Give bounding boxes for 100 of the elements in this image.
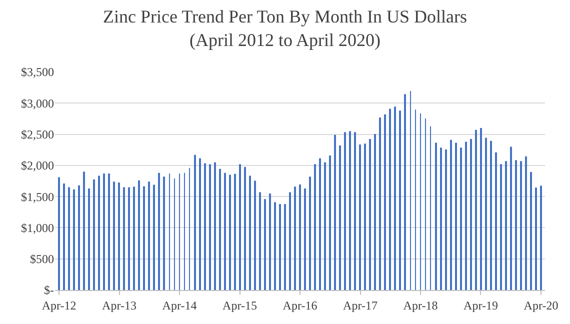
bar bbox=[249, 176, 251, 290]
bar bbox=[465, 142, 467, 290]
bar bbox=[229, 174, 231, 290]
bar bbox=[364, 144, 366, 290]
bar bbox=[329, 155, 331, 290]
bar bbox=[384, 114, 386, 290]
x-tick-label: Apr-20 bbox=[524, 298, 558, 312]
bar bbox=[219, 168, 221, 290]
bar bbox=[274, 202, 276, 290]
bar bbox=[500, 164, 502, 290]
y-tick-label: $500 bbox=[30, 252, 54, 266]
y-tick-label: $1,500 bbox=[21, 190, 54, 204]
bar bbox=[515, 160, 517, 290]
bar bbox=[440, 148, 442, 290]
bar bbox=[289, 192, 291, 290]
bar bbox=[209, 164, 211, 290]
bar bbox=[399, 110, 401, 290]
bar bbox=[404, 94, 406, 290]
bar bbox=[480, 128, 482, 290]
bar bbox=[324, 162, 326, 290]
bar bbox=[319, 158, 321, 290]
bar bbox=[224, 172, 226, 290]
x-tick-label: Apr-17 bbox=[343, 298, 378, 312]
bar bbox=[339, 146, 341, 290]
bar bbox=[78, 185, 80, 290]
bar bbox=[138, 180, 140, 290]
bar bbox=[349, 131, 351, 290]
bar bbox=[214, 162, 216, 290]
bar bbox=[163, 176, 165, 290]
bar bbox=[450, 140, 452, 290]
chart-title: Zinc Price Trend Per Ton By Month In US Dollars (April 2012 to April 2020) bbox=[103, 6, 467, 50]
bar bbox=[58, 177, 60, 290]
bar bbox=[118, 182, 120, 290]
bar bbox=[199, 158, 201, 290]
bar bbox=[475, 130, 477, 290]
bar bbox=[128, 187, 130, 290]
bar bbox=[194, 154, 196, 290]
x-tick-label: Apr-19 bbox=[464, 298, 498, 312]
bar bbox=[83, 172, 85, 290]
bar bbox=[63, 183, 65, 290]
bar bbox=[309, 176, 311, 290]
bar bbox=[234, 174, 236, 290]
bar bbox=[445, 150, 447, 290]
y-tick-label: $2,000 bbox=[21, 158, 54, 173]
bar bbox=[374, 134, 376, 290]
bar bbox=[153, 184, 155, 290]
bar bbox=[460, 148, 462, 290]
bar bbox=[113, 182, 115, 290]
bar bbox=[294, 186, 296, 290]
bar bbox=[530, 172, 532, 290]
y-tick-label: $- bbox=[44, 283, 54, 298]
bar bbox=[490, 140, 492, 290]
x-tick-label: Apr-16 bbox=[282, 298, 318, 312]
y-tick-label: $1,000 bbox=[21, 220, 54, 235]
x-tick-label: Apr-14 bbox=[162, 298, 197, 312]
bar bbox=[93, 179, 95, 290]
bar bbox=[540, 186, 542, 290]
bar bbox=[435, 142, 437, 290]
bar bbox=[279, 204, 281, 290]
x-tick-label: Apr-12 bbox=[42, 298, 76, 312]
bar bbox=[254, 180, 256, 290]
bar bbox=[389, 108, 391, 290]
x-tick-label: Apr-15 bbox=[222, 298, 257, 312]
x-tick-label: Apr-18 bbox=[403, 298, 438, 312]
y-tick-label: $2,500 bbox=[21, 127, 54, 142]
bar bbox=[269, 193, 271, 290]
bar bbox=[369, 138, 371, 290]
bar bbox=[143, 186, 145, 290]
bar bbox=[334, 134, 336, 290]
bar bbox=[98, 176, 100, 290]
bar bbox=[264, 199, 266, 290]
bar bbox=[485, 138, 487, 290]
bar bbox=[284, 204, 286, 290]
bar bbox=[244, 166, 246, 290]
bar bbox=[394, 106, 396, 290]
x-tick-label: Apr-13 bbox=[102, 298, 136, 312]
bar bbox=[510, 146, 512, 290]
bar bbox=[379, 117, 381, 290]
bar bbox=[68, 187, 70, 290]
bar bbox=[535, 188, 537, 290]
bar bbox=[158, 172, 160, 290]
bar bbox=[344, 132, 346, 290]
bar bbox=[359, 144, 361, 290]
bar bbox=[204, 163, 206, 290]
y-tick-label: $3,000 bbox=[21, 96, 54, 110]
bar bbox=[259, 192, 261, 290]
bar bbox=[495, 152, 497, 290]
bar bbox=[88, 188, 90, 290]
bar bbox=[123, 187, 125, 290]
bar bbox=[73, 189, 75, 290]
bar bbox=[299, 184, 301, 290]
bar bbox=[304, 188, 306, 290]
bar bbox=[314, 164, 316, 290]
bar bbox=[505, 161, 507, 290]
y-tick-label: $3,500 bbox=[21, 65, 54, 80]
bar bbox=[455, 142, 457, 290]
bar bbox=[108, 174, 110, 290]
bar bbox=[133, 186, 135, 290]
bar bbox=[470, 138, 472, 290]
bar bbox=[103, 174, 105, 290]
